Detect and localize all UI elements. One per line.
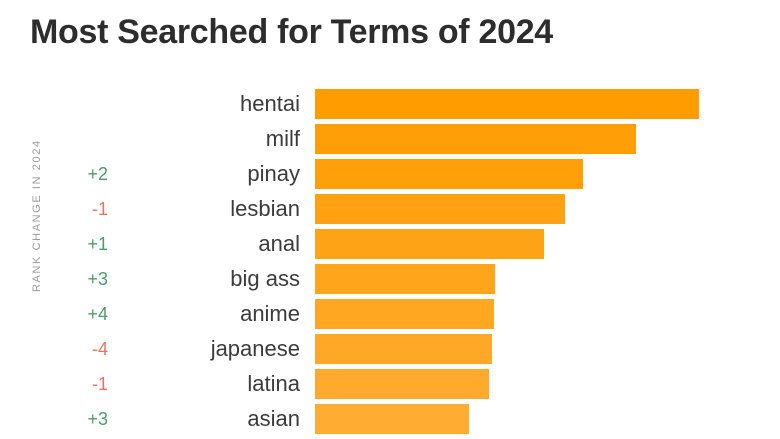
bar-row: milf bbox=[0, 124, 780, 154]
rank-change-value: +2 bbox=[87, 164, 108, 184]
term-label: pinay bbox=[247, 161, 300, 186]
bar bbox=[315, 89, 699, 119]
term-label: milf bbox=[265, 126, 300, 151]
bar-row: +3 asian bbox=[0, 404, 780, 434]
rank-change-value: -1 bbox=[91, 199, 108, 219]
bar bbox=[315, 264, 495, 294]
bar-row: +4 anime bbox=[0, 299, 780, 329]
bar-rows: hentai milf +2 pinay -1 lesbian +1 anal … bbox=[0, 89, 780, 439]
bar-row: -4 japanese bbox=[0, 334, 780, 364]
bar bbox=[315, 194, 565, 224]
rank-change-value: +3 bbox=[87, 269, 108, 289]
chart-title: Most Searched for Terms of 2024 bbox=[30, 13, 553, 51]
rank-change-value: +1 bbox=[87, 234, 108, 254]
term-label: japanese bbox=[210, 336, 300, 361]
bar bbox=[315, 334, 492, 364]
bar-row: +3 big ass bbox=[0, 264, 780, 294]
term-label: lesbian bbox=[230, 196, 300, 221]
term-label: asian bbox=[247, 406, 300, 431]
bar-row: hentai bbox=[0, 89, 780, 119]
bar bbox=[315, 404, 469, 434]
term-label: big ass bbox=[230, 266, 300, 291]
rank-change-value: -1 bbox=[91, 374, 108, 394]
rank-change-value: +3 bbox=[87, 409, 108, 429]
bar bbox=[315, 229, 544, 259]
term-label: anal bbox=[258, 231, 300, 256]
rank-change-value: +4 bbox=[87, 304, 108, 324]
bar-row: +2 pinay bbox=[0, 159, 780, 189]
bar bbox=[315, 369, 489, 399]
term-label: hentai bbox=[240, 91, 300, 116]
term-label: anime bbox=[240, 301, 300, 326]
term-label: latina bbox=[247, 371, 300, 396]
bar-row: -1 lesbian bbox=[0, 194, 780, 224]
bar-row: +1 anal bbox=[0, 229, 780, 259]
bar bbox=[315, 124, 636, 154]
rank-change-value: -4 bbox=[91, 339, 108, 359]
bar-row: -1 latina bbox=[0, 369, 780, 399]
bar bbox=[315, 299, 494, 329]
bar bbox=[315, 159, 583, 189]
